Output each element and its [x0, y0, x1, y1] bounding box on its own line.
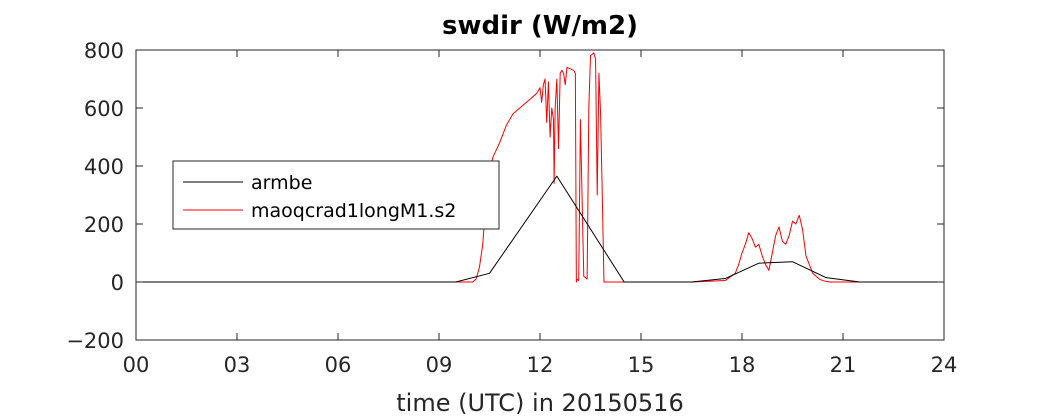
y-tick-label: 0 — [111, 271, 124, 295]
y-tick-label: 200 — [84, 213, 124, 237]
ticks-layer: 00 03 06 09 12 15 18 21 24 −200 0 200 400 600 800 — [66, 39, 957, 377]
y-tick-label: −200 — [66, 329, 124, 353]
x-tick-label: 21 — [830, 353, 857, 377]
y-tick-label: 800 — [84, 39, 124, 63]
legend-label-maoqcrad1longM1: maoqcrad1longM1.s2 — [251, 200, 456, 222]
chart-title: swdir (W/m2) — [442, 11, 638, 41]
legend-label-armbe: armbe — [251, 172, 312, 194]
series-line-maoqcrad1longM1 — [136, 52, 944, 283]
x-tick-label: 00 — [123, 353, 150, 377]
series-line-armbe — [136, 175, 944, 283]
x-tick-label: 03 — [224, 353, 251, 377]
x-tick-label: 06 — [325, 353, 352, 377]
x-tick-label: 18 — [729, 353, 756, 377]
legend-box — [172, 160, 500, 230]
x-tick-label: 24 — [931, 353, 958, 377]
x-tick-label: 09 — [426, 353, 453, 377]
y-tick-label: 400 — [84, 155, 124, 179]
y-tick-label: 600 — [84, 97, 124, 121]
legend: armbe maoqcrad1longM1.s2 — [172, 160, 500, 230]
x-axis-label: time (UTC) in 20150516 — [396, 389, 683, 417]
series-layer — [136, 52, 944, 283]
x-tick-label: 12 — [527, 353, 554, 377]
x-tick-label: 15 — [628, 353, 655, 377]
